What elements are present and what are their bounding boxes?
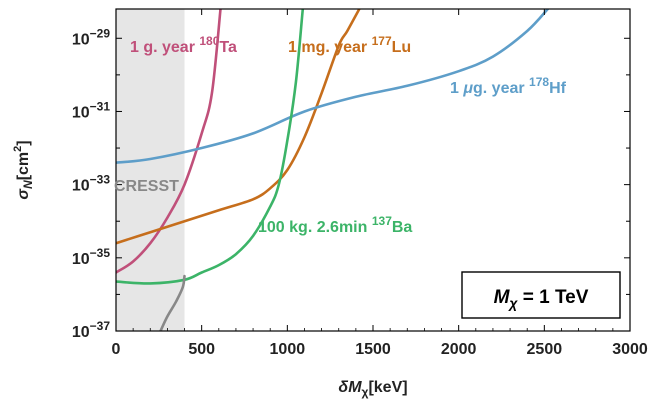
series-line-2 [116, 9, 550, 164]
series-layer [116, 9, 550, 331]
x-tick-label: 1000 [270, 341, 306, 358]
label-hf178: 1 μg. year 178Hf [450, 75, 567, 97]
label-cresst: CRESST [114, 178, 179, 195]
x-axis-ticks: 0 500 1000 1500 2000 2500 3000 [112, 9, 648, 358]
x-tick-label: 2500 [527, 341, 563, 358]
label-ta180: 1 g. year 180Ta [130, 34, 237, 56]
y-tick-label: 10−31 [72, 99, 110, 121]
series-line-0 [116, 9, 222, 274]
label-ba137: 100 kg. 2.6min 137Ba [258, 214, 412, 236]
cresst-excluded-region [116, 9, 185, 331]
x-tick-label: 0 [112, 341, 121, 358]
y-axis-ticks: 10−29 10−31 10−33 10−35 10−37 [72, 26, 630, 341]
series-line-4 [159, 274, 186, 331]
x-axis-label: δMχ[keV] [338, 379, 407, 399]
x-tick-label: 2000 [441, 341, 477, 358]
y-tick-label: 10−37 [72, 319, 110, 341]
mass-inset-box [461, 271, 621, 319]
label-lu177: 1 mg. year 177Lu [288, 34, 411, 56]
mass-inset-label: Mχ = 1 TeV [494, 287, 589, 311]
x-tick-label: 3000 [612, 341, 648, 358]
y-axis-label: σN[cm2] [12, 140, 35, 199]
y-tick-label: 10−29 [72, 26, 110, 48]
y-tick-label: 10−35 [72, 246, 110, 268]
series-line-3 [116, 9, 305, 285]
y-tick-label: 10−33 [72, 173, 110, 195]
x-tick-label: 1500 [355, 341, 391, 358]
x-tick-label: 500 [188, 341, 215, 358]
